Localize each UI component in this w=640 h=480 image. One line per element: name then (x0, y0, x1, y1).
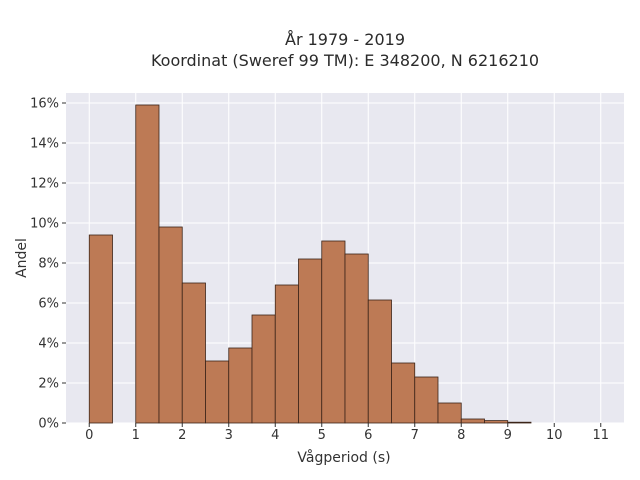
y-axis-label: Andel (14, 238, 30, 278)
histogram-bar (437, 402, 462, 424)
histogram-bar (88, 234, 113, 424)
histogram-bar (274, 284, 299, 424)
x-tick-label: 3 (225, 428, 233, 443)
histogram-bar (460, 418, 485, 424)
chart-title: År 1979 - 2019 (285, 30, 405, 49)
x-tick-label: 2 (178, 428, 186, 443)
histogram-bar (391, 362, 416, 424)
histogram-bar (367, 299, 392, 424)
x-tick-label: 1 (132, 428, 140, 443)
histogram-bar (298, 258, 323, 424)
x-tick-label: 4 (271, 428, 279, 443)
x-tick-label: 9 (504, 428, 512, 443)
y-tick-label: 6% (38, 297, 59, 312)
x-tick-label: 10 (546, 428, 563, 443)
x-tick-label: 5 (318, 428, 326, 443)
x-axis-label: Vågperiod (s) (297, 449, 390, 466)
x-tick-label: 0 (85, 428, 93, 443)
y-tick-label: 14% (30, 137, 59, 152)
y-axis-ticks: 0% 2% 4% 6% 8% 10% 12% 14% 16% (30, 97, 66, 432)
y-tick-label: 4% (38, 337, 59, 352)
histogram-bar (181, 282, 206, 424)
histogram-bar (205, 360, 230, 424)
y-tick-label: 8% (38, 257, 59, 272)
y-tick-label: 16% (30, 97, 59, 112)
histogram-bar (507, 421, 532, 424)
chart-subtitle: Koordinat (Sweref 99 TM): E 348200, N 62… (151, 51, 539, 70)
x-tick-label: 7 (411, 428, 419, 443)
histogram-bar (135, 104, 160, 424)
histogram-bar (484, 420, 509, 424)
histogram-bars (88, 104, 532, 424)
histogram-bar (158, 226, 183, 424)
histogram-bar (321, 240, 346, 424)
x-axis-ticks: 0 1 2 3 4 5 6 7 8 9 10 11 (85, 423, 609, 443)
y-tick-label: 0% (38, 417, 59, 432)
histogram-bar (344, 253, 369, 424)
histogram-bar (228, 347, 253, 424)
y-tick-label: 10% (30, 217, 59, 232)
x-tick-label: 6 (364, 428, 372, 443)
histogram-bar (414, 376, 439, 424)
histogram-bar (251, 314, 276, 424)
y-tick-label: 12% (30, 177, 59, 192)
x-tick-label: 8 (457, 428, 465, 443)
x-tick-label: 11 (592, 428, 609, 443)
y-tick-label: 2% (38, 377, 59, 392)
